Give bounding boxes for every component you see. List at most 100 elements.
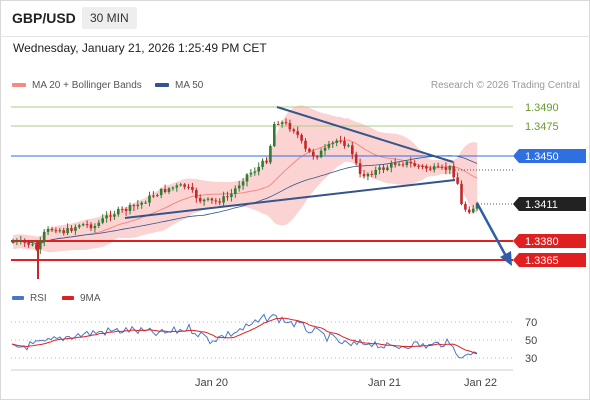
candle-body — [35, 244, 38, 250]
bollinger-band-area — [13, 105, 478, 253]
price-label-text: 1.3411 — [525, 199, 558, 211]
price-label-1-3475: 1.3475 — [525, 121, 559, 133]
candle-body — [312, 151, 315, 157]
forecast-arrow-line — [475, 202, 509, 259]
candle-body — [409, 161, 413, 164]
legend-label: 9MA — [80, 293, 101, 304]
candle-body — [27, 242, 30, 245]
candle-body — [249, 172, 253, 175]
price-label-1-3411: 1.3411 — [513, 197, 586, 211]
pattern-upper-line — [276, 106, 454, 163]
candle-body — [39, 241, 42, 250]
candle-body — [78, 225, 81, 228]
price-label-text: 1.3490 — [525, 102, 559, 114]
candle-body — [265, 160, 268, 163]
candle-body — [74, 227, 77, 231]
header-bar: GBP/USD 30 MIN — [0, 0, 590, 37]
last-price-tag-shape — [513, 197, 586, 211]
legend-item-rsi: RSI — [12, 293, 47, 304]
candle-body — [171, 187, 175, 189]
rsi-9ma-line — [11, 317, 478, 355]
candle-body — [54, 230, 58, 232]
timeframe-button[interactable]: 30 MIN — [82, 7, 137, 29]
x-tick-jan22: Jan 22 — [464, 377, 497, 389]
candle-body — [187, 186, 190, 188]
price-label-1-3380: 1.3380 — [513, 234, 586, 248]
candle-body — [296, 131, 299, 135]
candle-body — [222, 196, 225, 203]
candle-body — [370, 173, 374, 175]
rsi-tick-50: 50 — [525, 335, 537, 347]
candle-body — [214, 200, 218, 202]
candle-body — [288, 122, 292, 130]
legend-item-ma50: MA 50 — [155, 80, 203, 91]
candle-body — [42, 231, 46, 242]
candle-body — [351, 145, 354, 155]
price-label-text: 1.3450 — [525, 151, 559, 163]
rsi-line — [11, 313, 478, 359]
candle-body — [113, 214, 116, 217]
candle-body — [452, 166, 455, 178]
candle-body — [237, 185, 241, 189]
forecast-arrow-head-icon — [500, 251, 512, 266]
candle-body — [191, 186, 194, 190]
candle-body — [440, 166, 444, 168]
candle-body — [226, 196, 229, 198]
candle-body — [230, 193, 233, 197]
chart-datetime: Wednesday, January 21, 2026 1:25:49 PM C… — [13, 41, 267, 55]
research-credit: Research © 2026 Trading Central — [430, 80, 580, 91]
candle-body — [62, 230, 65, 234]
support-tag-shape — [513, 253, 586, 267]
candle-body — [378, 167, 381, 170]
candle-body — [210, 198, 214, 201]
candle-body — [23, 240, 26, 243]
candle-body — [11, 242, 15, 244]
candle-body — [50, 228, 54, 231]
candle-body — [241, 181, 245, 186]
candle-body — [245, 174, 249, 182]
candle-body — [327, 144, 331, 148]
candle-body — [354, 154, 358, 164]
candle-body — [405, 161, 409, 166]
candle-body — [425, 166, 428, 169]
candle-body — [335, 140, 338, 143]
candle-body — [436, 166, 440, 168]
candle-body — [58, 230, 62, 232]
candle-body — [152, 195, 155, 197]
candle-body — [198, 197, 202, 202]
candle-body — [374, 169, 377, 175]
price-label-text: 1.3380 — [525, 236, 559, 248]
candle-body — [284, 122, 288, 124]
candle-body — [128, 205, 132, 211]
candle-body — [175, 185, 179, 188]
ma50-line — [12, 155, 478, 244]
legend-label: RSI — [30, 293, 47, 304]
candle-body — [413, 163, 416, 166]
candle-body — [206, 198, 210, 200]
candle-body — [421, 166, 424, 168]
pivot-tag-shape — [513, 149, 586, 163]
candle-body — [468, 209, 471, 213]
candle-body — [156, 195, 159, 197]
price-label-1-3490: 1.3490 — [525, 102, 559, 114]
candle-body — [397, 164, 401, 166]
candle-body — [15, 241, 19, 243]
support-tag-shape — [513, 234, 586, 248]
candle-body — [390, 162, 393, 168]
candle-body — [66, 228, 69, 234]
candle-body — [475, 203, 479, 209]
pattern-lower-line — [124, 179, 456, 219]
candle-body — [97, 222, 101, 226]
candle-body — [386, 167, 389, 170]
candle-body — [382, 167, 385, 170]
candle-body — [292, 129, 296, 132]
symbol-title: GBP/USD — [12, 10, 76, 26]
9ma-swatch-icon — [62, 296, 74, 301]
rsi-tick-70: 70 — [525, 317, 537, 329]
candle-body — [366, 173, 370, 177]
candle-body — [124, 209, 128, 211]
candle-body — [120, 208, 124, 210]
candle-body — [234, 188, 237, 194]
candle-body — [167, 188, 171, 192]
